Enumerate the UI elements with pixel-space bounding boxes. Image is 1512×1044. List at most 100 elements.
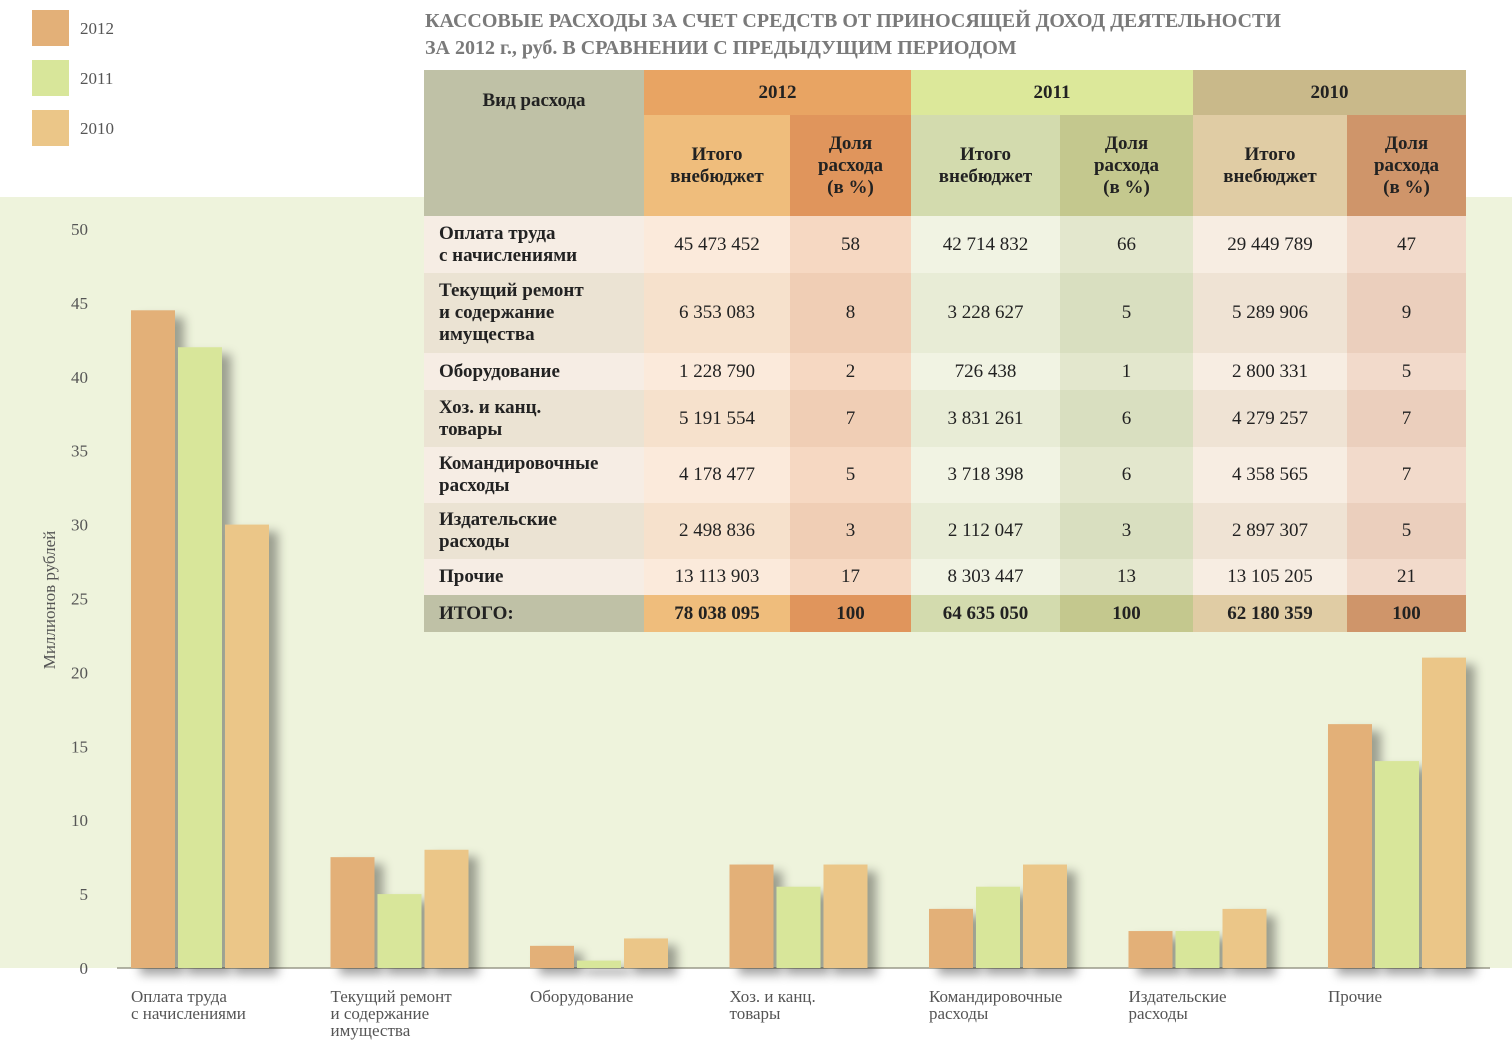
table-cell: 7 [1347,390,1467,447]
row-label: Хоз. и канц. товары [424,390,644,447]
table-cell: 5 [1347,503,1467,559]
row-label: Издательские расходы [424,503,644,559]
y-tick-label: 20 [71,663,88,682]
sub-header: Доля расхода (в %) [1347,115,1467,216]
bar [131,310,175,968]
table-row: Командировочные расходы 4 178 477 5 3 718 3… [424,447,1467,503]
table-cell: 2 498 836 [644,503,790,559]
y-tick-label: 15 [71,737,88,756]
y-tick-label: 35 [71,442,88,461]
table-cell: 2 112 047 [911,503,1060,559]
table-row: Оплата труда с начислениями 45 473 452 58 4… [424,216,1467,273]
y-tick-label: 45 [71,294,88,313]
table-cell: 1 [1060,353,1194,390]
y-tick-label: 5 [80,885,89,904]
table-cell: 5 [1060,273,1194,353]
bar [1222,908,1267,968]
bar [823,864,868,968]
table-cell: 13 [1060,559,1194,595]
table-cell: 1 228 790 [644,353,790,390]
table-row: Прочие 13 113 903 17 8 303 447 13 13 105 205 2… [424,559,1467,595]
title-line: ЗА 2012 г., руб. В СРАВНЕНИИ С ПРЕДЫДУЩИ… [425,37,1017,59]
table-cell: 4 279 257 [1193,390,1348,447]
x-tick-label: и содержание [331,1004,430,1023]
row-label: Оборудование [424,353,644,390]
table: Вид расхода 2012 2011 2010 Итого внебюджет До… [424,70,1467,632]
bar [729,864,774,968]
table-cell: 58 [790,216,911,273]
x-tick-label: Текущий ремонт [331,987,453,1006]
table-cell: 2 [790,353,911,390]
legend-label: 2012 [80,19,114,38]
table-cell: 42 714 832 [911,216,1060,273]
table-cell: 4 178 477 [644,447,790,503]
table-cell: 5 191 554 [644,390,790,447]
table-row: Оборудование 1 228 790 2 726 438 1 2 800 331 5 [424,353,1467,390]
table-cell: 726 438 [911,353,1060,390]
table-cell: 9 [1347,273,1467,353]
bar [530,945,574,968]
row-label: Оплата труда с начислениями [424,216,644,273]
y-tick-label: 10 [71,811,88,830]
x-tick-label: Прочие [1328,987,1382,1006]
table-cell: 66 [1060,216,1194,273]
table-cell: 8 303 447 [911,559,1060,595]
table-cell: 13 113 903 [644,559,790,595]
table-cell: 3 [1060,503,1194,559]
table-row: Хоз. и канц. товары 5 191 554 7 3 831 261 6 4… [424,390,1467,447]
year-header: 2010 [1193,70,1467,115]
y-axis-label: Миллионов рублей [40,531,59,670]
bar [424,849,469,968]
table-cell: 29 449 789 [1193,216,1348,273]
y-tick-label: 30 [71,516,88,535]
total-cell: 64 635 050 [911,595,1060,632]
table-cell: 7 [1347,447,1467,503]
legend-swatch [32,10,69,46]
table-cell: 3 228 627 [911,273,1060,353]
y-tick-label: 50 [71,220,88,239]
table-cell: 13 105 205 [1193,559,1348,595]
table-cell: 47 [1347,216,1467,273]
bar [1023,864,1067,968]
sub-header: Итого внебюджет [644,115,790,216]
table-row: Текущий ремонт и содержание имущества 6 3… [424,273,1467,353]
y-tick-label: 0 [80,959,89,978]
table-cell: 3 718 398 [911,447,1060,503]
sub-header: Доля расхода (в %) [1060,115,1194,216]
x-tick-label: Оплата труда [131,987,227,1006]
bar [330,857,375,968]
total-label: ИТОГО: [424,595,644,632]
x-tick-label: Оборудование [530,987,633,1006]
sub-header: Итого внебюджет [1193,115,1348,216]
bar [1422,657,1466,968]
x-tick-label: расходы [929,1004,989,1023]
table-cell: 5 [790,447,911,503]
year-header: 2011 [911,70,1194,115]
table-cell: 2 897 307 [1193,503,1348,559]
table-cell: 45 473 452 [644,216,790,273]
legend-label: 2010 [80,119,114,138]
row-label: Командировочные расходы [424,447,644,503]
legend-swatch [32,60,69,96]
x-tick-label: расходы [1129,1004,1189,1023]
y-tick-label: 40 [71,368,88,387]
total-cell: 100 [1347,595,1467,632]
bar [1175,931,1220,968]
table-cell: 5 289 906 [1193,273,1348,353]
sub-header: Итого внебюджет [911,115,1060,216]
bar [776,886,821,968]
legend-swatch [32,110,69,146]
bar [929,908,973,968]
total-cell: 100 [1060,595,1194,632]
table-cell: 6 [1060,447,1194,503]
table-cell: 5 [1347,353,1467,390]
header-row: Итого внебюджет Доля расхода (в %) Итого в… [424,115,1467,216]
x-tick-label: имущества [331,1021,411,1040]
year-header: 2012 [644,70,911,115]
legend-label: 2011 [80,69,113,88]
table-row: Издательские расходы 2 498 836 3 2 112 047 3… [424,503,1467,559]
x-tick-label: товары [730,1004,782,1023]
y-tick-label: 25 [71,590,88,609]
row-label: Текущий ремонт и содержание имущества [424,273,644,353]
